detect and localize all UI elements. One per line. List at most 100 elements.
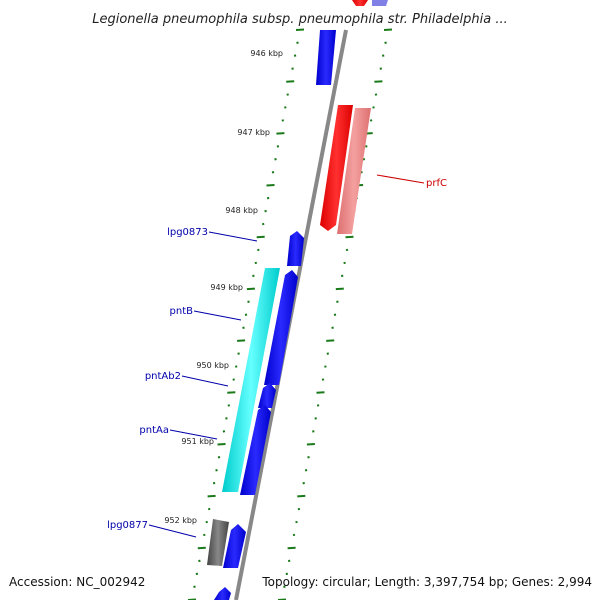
tick-mark <box>237 352 240 355</box>
tick-mark <box>331 326 334 329</box>
tick-mark <box>333 313 337 316</box>
tick-mark <box>225 417 228 420</box>
tick-mark <box>381 54 385 57</box>
label-pntAa[interactable]: pntAa <box>139 425 169 436</box>
tick-mark <box>335 287 344 291</box>
tick-mark <box>284 106 287 109</box>
tick-mark <box>286 80 295 83</box>
tick-label-952: 952 kbp <box>164 516 197 525</box>
tick-mark <box>212 481 216 485</box>
gene-partial-red-top[interactable] <box>352 0 368 6</box>
tick-mark <box>345 248 349 252</box>
tick-mark <box>316 391 325 394</box>
tick-mark <box>237 339 246 342</box>
leader-pntAa <box>169 429 218 440</box>
gene-pntAa[interactable] <box>240 405 271 495</box>
leader-pntAb2 <box>181 375 229 387</box>
tick-mark <box>257 248 260 252</box>
tick-mark <box>312 430 315 433</box>
tick-mark <box>197 546 206 550</box>
gene-partial-blue-top[interactable] <box>372 0 388 6</box>
label-lpg0873[interactable]: lpg0873 <box>167 227 208 238</box>
tick-mark <box>281 119 285 122</box>
tick-mark <box>295 520 298 524</box>
label-pntAb2[interactable]: pntAb2 <box>145 371 181 382</box>
gene-lpg0873[interactable] <box>287 231 304 266</box>
tick-mark <box>372 106 375 109</box>
tick-label-951: 951 kbp <box>181 437 214 446</box>
tick-mark <box>271 171 275 174</box>
tick-mark <box>217 456 221 459</box>
tick-mark <box>285 572 289 576</box>
tick-mark <box>266 184 275 187</box>
tick-mark <box>343 261 346 265</box>
tick-mark <box>232 378 235 381</box>
tick-mark <box>261 222 265 226</box>
gene-pntB-cyan[interactable] <box>222 268 280 492</box>
tick-mark <box>304 469 308 472</box>
tick-label-947: 947 kbp <box>237 128 270 137</box>
tick-mark <box>247 300 250 303</box>
gene-forward-1[interactable] <box>316 30 336 85</box>
tick-mark <box>326 352 330 355</box>
tick-mark <box>276 145 280 148</box>
tick-mark <box>274 158 277 161</box>
tick-mark <box>193 585 196 588</box>
tick-mark <box>316 404 320 407</box>
tick-mark <box>336 300 339 303</box>
tick-mark <box>324 365 327 368</box>
tick-label-946: 946 kbp <box>250 49 283 58</box>
tick-label-950: 950 kbp <box>196 361 229 370</box>
tick-mark <box>203 533 206 537</box>
label-prfC[interactable]: prfC <box>426 178 447 189</box>
tick-mark <box>195 572 199 576</box>
tick-mark <box>296 41 299 44</box>
tick-mark <box>286 93 289 96</box>
tick-mark <box>254 261 258 265</box>
label-pntB[interactable]: pntB <box>170 306 194 317</box>
tick-mark <box>244 313 248 316</box>
gene-lpg0877[interactable] <box>207 519 229 566</box>
tick-mark <box>256 235 265 239</box>
gene-prfC-red[interactable] <box>320 105 353 231</box>
tick-mark <box>369 119 373 122</box>
tick-mark <box>293 54 297 57</box>
tick-mark <box>246 287 255 291</box>
tick-mark <box>227 404 231 407</box>
gene-pntB[interactable] <box>264 270 298 385</box>
tick-track-right <box>277 28 393 600</box>
gene-prfC-pink[interactable] <box>337 108 371 234</box>
tick-mark <box>307 456 310 459</box>
tick-mark <box>205 520 208 524</box>
tick-mark <box>227 391 236 394</box>
tick-mark <box>276 132 285 135</box>
tick-label-949: 949 kbp <box>210 283 243 292</box>
tick-mark <box>302 481 305 485</box>
tick-mark <box>340 274 344 278</box>
gene-pntAb2[interactable] <box>258 383 276 408</box>
tick-label-948: 948 kbp <box>225 206 258 215</box>
tick-mark <box>283 585 286 588</box>
tick-mark <box>222 430 226 433</box>
gene-forward-3[interactable] <box>214 587 231 600</box>
label-lpg0877[interactable]: lpg0877 <box>107 520 148 531</box>
accession-text: Accession: NC_002942 <box>9 575 145 589</box>
tick-mark <box>215 469 218 472</box>
tick-mark <box>292 533 296 537</box>
tick-mark <box>234 365 238 368</box>
tick-mark <box>287 559 291 563</box>
tick-mark <box>266 196 270 200</box>
tick-mark <box>384 41 387 44</box>
tick-mark <box>321 378 325 381</box>
tick-mark <box>295 28 305 31</box>
map-title: Legionella pneumophila subsp. pneumophil… <box>92 12 508 27</box>
tick-mark <box>287 546 296 550</box>
leader-prfC <box>376 174 425 184</box>
tick-mark <box>314 417 317 420</box>
tick-mark <box>252 274 255 278</box>
tick-mark <box>291 67 294 70</box>
tick-mark <box>306 443 315 446</box>
tick-mark <box>207 494 216 498</box>
gene-forward-2[interactable] <box>223 524 246 568</box>
